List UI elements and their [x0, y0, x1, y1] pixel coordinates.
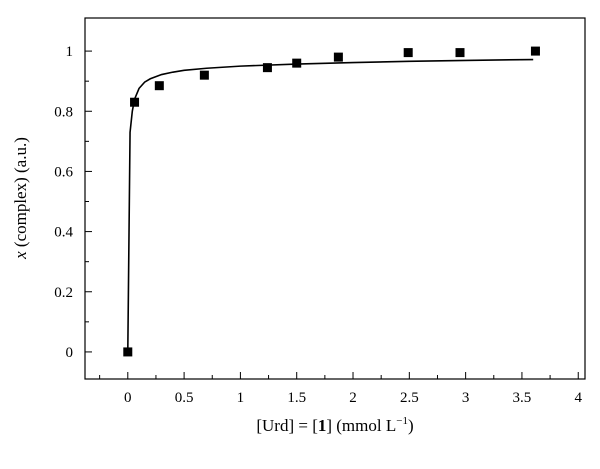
x-axis-title-part-1: [Urd] = [ [256, 416, 318, 435]
data-point [130, 97, 140, 107]
y-tick-label: 1 [66, 44, 74, 60]
data-point [262, 63, 272, 73]
x-tick-label: 0.5 [175, 390, 194, 406]
x-tick-label: 1.5 [287, 390, 306, 406]
y-axis-title-rest: (complex) (a.u.) [11, 137, 30, 251]
x-axis-ticks: 0 0.5 1 1.5 2 2.5 3 3.5 4 [99, 372, 582, 406]
fit-layer [126, 58, 534, 352]
x-axis-title-part-2: ] (mmol L [326, 416, 396, 435]
data-point [530, 46, 540, 56]
x-tick-label: 4 [574, 390, 582, 406]
fit-curve-line [126, 58, 534, 352]
x-axis-title: [Urd] = [1] (mmol L−1) [256, 415, 413, 435]
data-point [455, 48, 465, 58]
y-tick-label: 0.2 [54, 285, 73, 301]
x-axis-title-exponent: −1 [396, 415, 408, 427]
x-axis-title-compound: 1 [318, 416, 327, 435]
plot-frame [84, 17, 586, 380]
x-tick-label: 0 [124, 390, 132, 406]
data-point [333, 52, 343, 62]
y-tick-label: 0.8 [54, 104, 73, 120]
x-axis-title-part-3: ) [408, 416, 414, 435]
data-point [199, 70, 209, 80]
x-tick-label: 1 [237, 390, 245, 406]
data-point [403, 48, 413, 58]
y-axis-title: x (complex) (a.u.) [11, 137, 30, 260]
x-tick-label: 3.5 [513, 390, 532, 406]
x-tick-label: 3 [462, 390, 470, 406]
data-point [292, 58, 302, 68]
y-tick-label: 0.4 [54, 225, 73, 241]
data-point [123, 347, 133, 357]
data-point [154, 81, 164, 91]
y-tick-label: 0 [66, 345, 74, 361]
x-tick-label: 2.5 [400, 390, 419, 406]
x-tick-label: 2 [349, 390, 357, 406]
y-axis-ticks: 0 0.2 0.4 0.6 0.8 1 [54, 44, 92, 361]
y-tick-label: 0.6 [54, 164, 73, 180]
y-axis-title-variable: x [11, 251, 30, 260]
data-points [123, 46, 540, 357]
